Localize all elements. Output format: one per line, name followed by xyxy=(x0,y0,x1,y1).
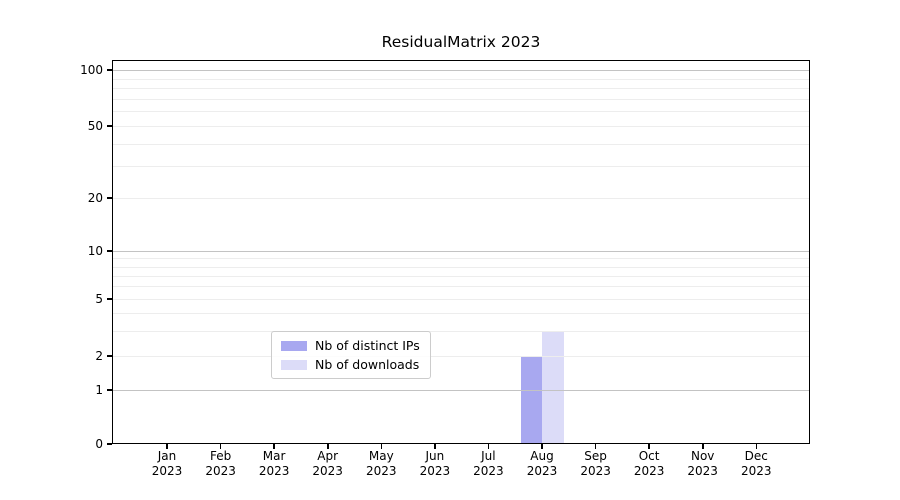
x-tick-label-9: Sep 2023 xyxy=(580,449,611,478)
legend-label-distinct-ips: Nb of distinct IPs xyxy=(315,338,420,353)
x-tick-label-7: Jul 2023 xyxy=(473,449,504,478)
gridline-minor-9 xyxy=(112,258,810,260)
gridline-minor-60 xyxy=(112,111,810,113)
x-tick-label-2: Feb 2023 xyxy=(205,449,236,478)
x-tick-12 xyxy=(755,444,757,449)
x-tick-label-3: Mar 2023 xyxy=(258,449,290,478)
gridline-minor-90 xyxy=(112,78,810,80)
gridline-major-1 xyxy=(112,390,810,391)
gridline-minor-30 xyxy=(112,166,810,168)
gridline-minor-50 xyxy=(112,126,810,127)
x-tick-3 xyxy=(273,444,275,449)
gridline-minor-80 xyxy=(112,88,810,89)
y-tick-20 xyxy=(107,197,112,199)
legend: Nb of distinct IPs Nb of downloads xyxy=(271,331,431,379)
gridline-minor-7 xyxy=(112,275,810,277)
gridline-minor-70 xyxy=(112,98,810,100)
y-tick-label-0: 0 xyxy=(95,437,103,451)
gridline-minor-8 xyxy=(112,266,810,268)
x-tick-label-8: Aug 2023 xyxy=(526,449,558,478)
y-tick-label-100: 100 xyxy=(80,63,103,77)
chart-title: ResidualMatrix 2023 xyxy=(381,33,541,51)
gridline-minor-6 xyxy=(112,286,810,288)
x-tick-label-11: Nov 2023 xyxy=(687,449,718,478)
legend-entry-downloads: Nb of downloads xyxy=(281,357,430,372)
y-tick-label-20: 20 xyxy=(87,191,103,205)
y-tick-0 xyxy=(107,443,112,445)
legend-swatch-downloads xyxy=(281,359,307,370)
y-tick-5 xyxy=(107,298,112,300)
x-tick-7 xyxy=(487,444,490,449)
y-tick-label-5: 5 xyxy=(95,292,103,306)
y-tick-label-1: 1 xyxy=(95,383,103,397)
x-tick-6 xyxy=(434,444,436,449)
bar-nb-of-downloads-aug-2023 xyxy=(542,330,564,444)
y-tick-2 xyxy=(107,355,112,357)
x-tick-label-12: Dec 2023 xyxy=(741,449,772,478)
y-tick-label-50: 50 xyxy=(87,119,103,133)
x-tick-1 xyxy=(166,444,168,449)
bar-nb-of-distinct-ips-aug-2023 xyxy=(520,356,542,444)
x-tick-4 xyxy=(327,444,329,449)
y-tick-label-2: 2 xyxy=(95,349,103,363)
x-tick-8 xyxy=(541,444,543,449)
x-tick-2 xyxy=(219,444,222,449)
gridline-minor-3 xyxy=(112,330,810,332)
x-tick-10 xyxy=(648,444,650,449)
y-tick-1 xyxy=(107,389,112,391)
y-tick-label-10: 10 xyxy=(87,244,103,258)
legend-entry-distinct-ips: Nb of distinct IPs xyxy=(281,338,430,353)
plot-area xyxy=(112,60,810,444)
gridline-major-10 xyxy=(112,251,810,252)
gridline-minor-5 xyxy=(112,299,810,300)
x-tick-label-4: Apr 2023 xyxy=(312,449,343,478)
legend-label-downloads: Nb of downloads xyxy=(315,357,420,372)
x-tick-label-10: Oct 2023 xyxy=(633,449,665,478)
gridline-minor-40 xyxy=(112,143,810,145)
x-tick-11 xyxy=(702,444,704,449)
x-tick-label-6: Jun 2023 xyxy=(419,449,451,478)
legend-swatch-distinct-ips xyxy=(281,340,307,351)
y-tick-10 xyxy=(107,250,112,252)
gridline-minor-4 xyxy=(112,312,810,314)
x-tick-9 xyxy=(594,444,597,449)
y-tick-50 xyxy=(107,125,112,127)
y-tick-100 xyxy=(107,69,112,71)
x-tick-5 xyxy=(380,444,382,449)
gridline-minor-20 xyxy=(112,198,810,199)
gridline-major-100 xyxy=(112,70,810,71)
gridline-minor-2 xyxy=(112,356,810,357)
x-tick-label-5: May 2023 xyxy=(366,449,397,478)
x-tick-label-1: Jan 2023 xyxy=(151,449,183,478)
